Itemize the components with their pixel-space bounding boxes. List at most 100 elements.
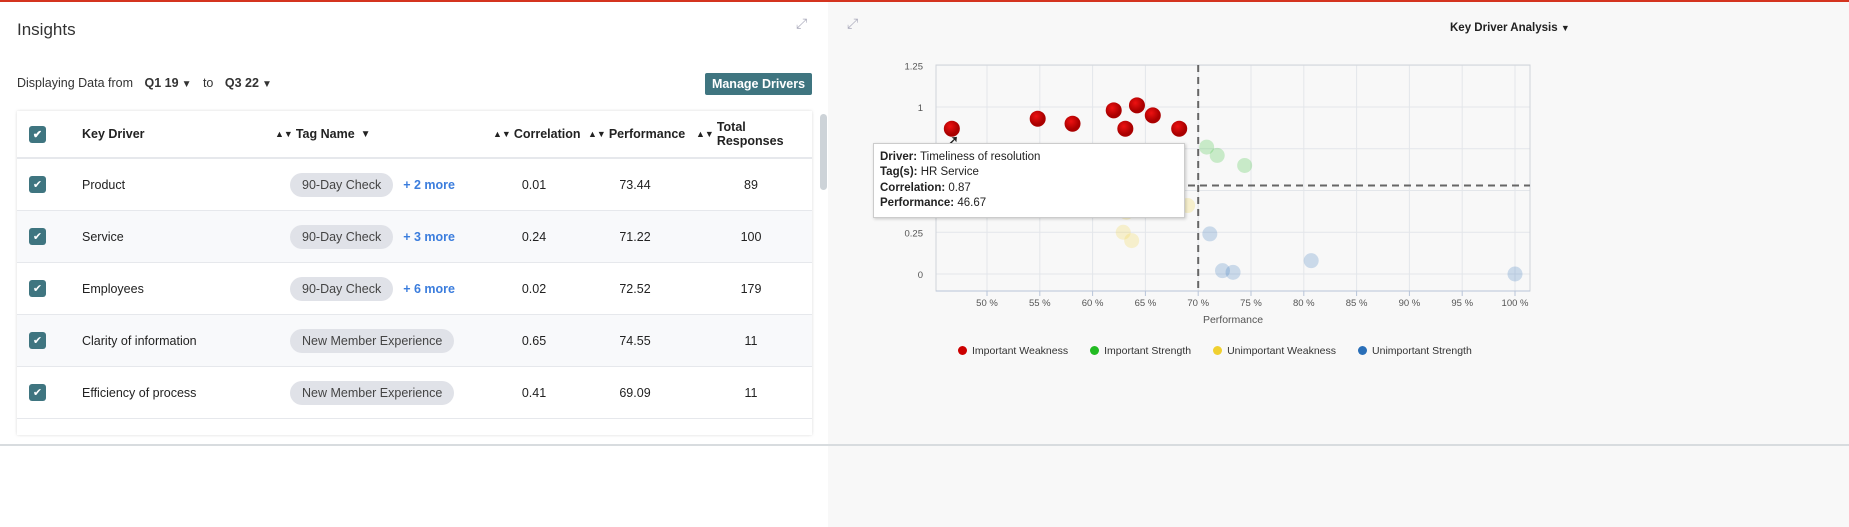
more-tags-link[interactable]: + 3 more — [403, 229, 455, 244]
performance: 72.52 — [619, 281, 651, 296]
top-accent-line — [0, 0, 1849, 2]
row-checkbox[interactable]: ✔ — [29, 228, 46, 245]
data-point-important-weakness[interactable] — [1144, 107, 1161, 124]
legend-item[interactable]: Important Weakness — [958, 345, 1068, 357]
data-point-important-strength[interactable] — [1237, 157, 1253, 173]
x-tick-label: 80 % — [1293, 298, 1315, 309]
expand-icon[interactable]: ⤢ — [847, 15, 859, 31]
legend-item[interactable]: Unimportant Strength — [1358, 345, 1472, 357]
key-driver: Product — [82, 177, 126, 192]
col-performance[interactable]: ▲▼ Performance — [588, 127, 686, 141]
col-tag-name[interactable]: ▲▼ Tag Name ▼ — [275, 127, 371, 141]
row-checkbox[interactable]: ✔ — [29, 176, 46, 193]
table-row: ✔ Employees 90-Day Check + 6 more 0.02 72… — [17, 263, 812, 315]
from-dropdown[interactable]: Q1 19 — [144, 76, 179, 90]
performance: 74.55 — [619, 333, 651, 348]
col-key-driver[interactable]: Key Driver — [82, 127, 145, 141]
page-title: Insights — [17, 20, 76, 39]
scrollbar[interactable] — [820, 114, 827, 190]
y-tick-label: 0 — [918, 270, 923, 281]
filter-icon[interactable]: ▼ — [360, 128, 371, 140]
col-total-responses[interactable]: ▲▼ Total Responses — [696, 120, 784, 148]
more-tags-link[interactable]: + 6 more — [403, 281, 455, 296]
data-point-important-weakness[interactable] — [1029, 110, 1046, 127]
scatter-chart: 50 % 55 % 60 % 65 % 70 % 75 % 80 % 85 % 90 % 95 %… — [905, 61, 1531, 326]
data-point-important-weakness[interactable] — [943, 120, 960, 137]
data-point-important-weakness[interactable] — [1105, 102, 1122, 119]
legend-dot-icon — [1213, 346, 1223, 355]
to-label: to — [202, 76, 214, 90]
x-tick-label: 85 % — [1346, 298, 1368, 309]
total-responses: 179 — [740, 281, 762, 296]
analysis-dropdown[interactable]: Key Driver Analysis ▼ — [1450, 22, 1570, 34]
legend-item[interactable]: Important Strength — [1090, 345, 1191, 357]
correlation: 0.24 — [521, 229, 547, 244]
data-point-unimportant-strength[interactable] — [1214, 263, 1230, 279]
col-correlation[interactable]: ▲▼ Correlation — [493, 127, 581, 141]
table-row: ✔ Clarity of information New Member Expe… — [17, 315, 812, 367]
to-dropdown[interactable]: Q3 22 — [224, 76, 259, 90]
legend-item[interactable]: Unimportant Weakness — [1213, 345, 1336, 357]
performance: 73.44 — [619, 177, 651, 192]
row-checkbox[interactable]: ✔ — [29, 280, 46, 297]
select-all-checkbox[interactable]: ✔ — [29, 126, 46, 143]
row-checkbox[interactable]: ✔ — [29, 332, 46, 349]
key-driver: Clarity of information — [82, 333, 197, 348]
expand-icon[interactable]: ⤢ — [796, 15, 808, 31]
y-tick-label: 1 — [918, 103, 923, 114]
data-point-unimportant-strength[interactable] — [1303, 253, 1319, 269]
correlation: 0.01 — [521, 177, 547, 192]
x-tick-label: 100 % — [1502, 298, 1529, 309]
tag-chip[interactable]: New Member Experience — [290, 328, 455, 353]
tag-chip[interactable]: 90-Day Check — [290, 172, 394, 197]
x-tick-label: 90 % — [1399, 298, 1421, 309]
sort-icon[interactable]: ▲▼ — [696, 129, 714, 139]
key-driver: Service — [82, 229, 124, 244]
x-tick-label: 65 % — [1135, 298, 1157, 309]
data-point-important-strength[interactable] — [1209, 147, 1225, 163]
data-point-unimportant-weakness[interactable] — [1124, 233, 1140, 249]
x-axis-label: Performance — [1203, 314, 1263, 326]
caret-down-icon[interactable]: ▼ — [261, 79, 272, 90]
key-driver: Employees — [82, 281, 144, 296]
data-point-unimportant-strength[interactable] — [1225, 264, 1241, 280]
more-tags-link[interactable]: + 2 more — [403, 177, 455, 192]
tag-cell: New Member Experience — [290, 315, 455, 366]
legend-dot-icon — [1090, 346, 1100, 355]
tag-cell: 90-Day Check + 3 more — [290, 211, 455, 262]
table-row: ✔ Service 90-Day Check + 3 more 0.24 71.2… — [17, 211, 812, 263]
data-point-important-weakness[interactable] — [1064, 115, 1081, 132]
total-responses: 11 — [744, 385, 758, 400]
caret-down-icon[interactable]: ▼ — [1560, 23, 1570, 33]
sort-icon[interactable]: ▲▼ — [275, 129, 293, 139]
tag-cell: 90-Day Check + 6 more — [290, 263, 455, 314]
drivers-table: ✔ Key Driver ▲▼ Tag Name ▼ ▲▼ Correlation ▲… — [17, 111, 812, 435]
data-point-important-weakness[interactable] — [1171, 120, 1188, 137]
caret-down-icon[interactable]: ▼ — [181, 79, 192, 90]
table-row: ✔ Product 90-Day Check + 2 more 0.01 73.4… — [17, 159, 812, 211]
y-tick-label: 0.25 — [905, 228, 924, 239]
x-tick-label: 95 % — [1451, 298, 1473, 309]
data-point-unimportant-strength[interactable] — [1507, 266, 1523, 282]
performance: 71.22 — [619, 229, 651, 244]
x-tick-label: 50 % — [976, 298, 998, 309]
manage-drivers-button[interactable]: Manage Drivers — [705, 73, 812, 95]
divider — [0, 444, 1849, 446]
sort-icon[interactable]: ▲▼ — [493, 129, 511, 139]
data-point-unimportant-strength[interactable] — [1202, 226, 1218, 242]
tag-chip[interactable]: 90-Day Check — [290, 276, 394, 301]
correlation: 0.02 — [521, 281, 547, 296]
total-responses: 100 — [740, 229, 762, 244]
row-checkbox[interactable]: ✔ — [29, 384, 46, 401]
total-responses: 11 — [744, 333, 758, 348]
data-point-important-weakness[interactable] — [1128, 97, 1145, 114]
tag-chip[interactable]: New Member Experience — [290, 380, 455, 405]
tag-chip[interactable]: 90-Day Check — [290, 224, 394, 249]
data-point-important-weakness[interactable] — [1117, 120, 1134, 137]
chart-tooltip: Driver: Timeliness of resolution Tag(s):… — [873, 143, 1185, 218]
data-point-important-strength[interactable] — [1199, 139, 1215, 155]
data-point-unimportant-weakness[interactable] — [1115, 224, 1131, 240]
sort-icon[interactable]: ▲▼ — [588, 129, 606, 139]
correlation: 0.41 — [521, 385, 547, 400]
x-tick-label: 70 % — [1187, 298, 1209, 309]
